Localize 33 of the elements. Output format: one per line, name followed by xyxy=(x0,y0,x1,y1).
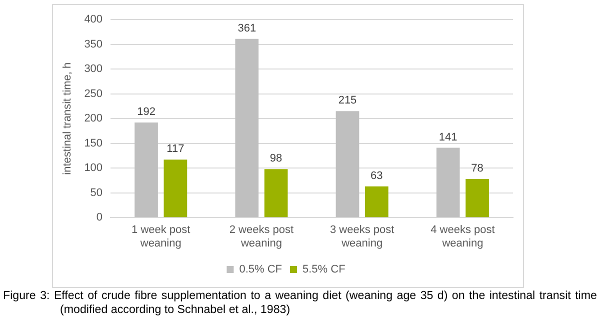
y-tick-label: 250 xyxy=(84,88,103,100)
bar xyxy=(164,160,188,218)
bar xyxy=(264,169,288,218)
y-tick-label: 300 xyxy=(84,63,103,76)
data-label: 361 xyxy=(238,22,256,34)
bar xyxy=(466,178,489,218)
y-tick-label: 100 xyxy=(84,162,103,174)
bar xyxy=(336,111,360,218)
data-label: 192 xyxy=(137,106,156,118)
legend-label: 0.5% CF xyxy=(239,264,282,276)
y-tick-label: 50 xyxy=(90,186,103,199)
y-tick-label: 350 xyxy=(84,38,103,50)
y-tick-label: 200 xyxy=(84,112,103,125)
data-label: 63 xyxy=(370,170,383,182)
x-tick-label: 4 weeks post weaning xyxy=(430,224,495,250)
bar xyxy=(436,148,460,218)
data-label: 78 xyxy=(471,162,484,175)
data-label: 98 xyxy=(270,152,282,165)
y-tick-label: 150 xyxy=(84,137,103,150)
data-label: 215 xyxy=(338,94,357,107)
bar xyxy=(235,38,259,218)
x-tick-label: 2 weeks post weaning xyxy=(229,224,294,250)
data-label: 117 xyxy=(166,143,184,156)
y-tick-label: 0 xyxy=(96,212,103,224)
caption: Figure 3: Effect of crude fibre supplementation to a weaning diet (weaning age 35 d) on the intestinal transit time (modified according to Schnabel et al., 1983) xyxy=(3,289,597,317)
data-label: 141 xyxy=(438,131,458,144)
y-axis-title: intestinal transit time, h xyxy=(62,62,74,175)
x-tick-label: 3 weeks post weaning xyxy=(330,224,394,250)
y-tick-label: 400 xyxy=(84,14,103,26)
bar xyxy=(365,186,388,218)
bar xyxy=(134,122,158,218)
legend-label: 5.5% CF xyxy=(302,264,346,276)
x-tick-label: 1 week post weaning xyxy=(132,224,190,250)
